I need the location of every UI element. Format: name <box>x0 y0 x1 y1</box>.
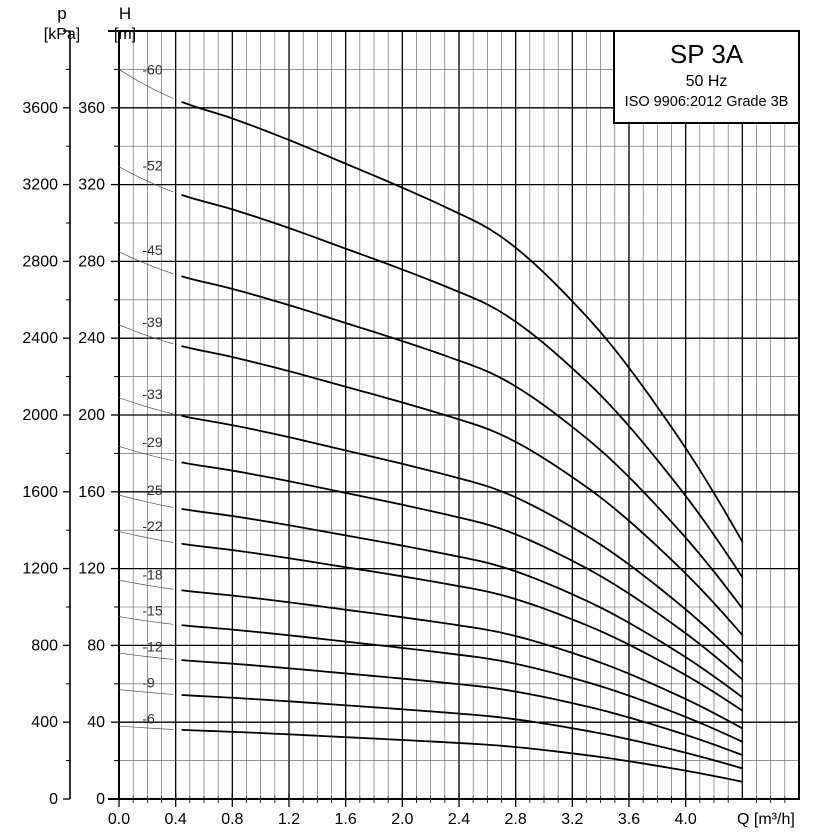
svg-text:0.4: 0.4 <box>165 811 187 828</box>
svg-text:-39: -39 <box>142 314 162 330</box>
svg-text:360: 360 <box>78 100 105 117</box>
svg-text:-33: -33 <box>142 386 162 402</box>
svg-text:120: 120 <box>78 561 105 578</box>
svg-text:50 Hz: 50 Hz <box>686 73 728 90</box>
svg-text:2000: 2000 <box>22 407 58 424</box>
svg-text:3200: 3200 <box>22 177 58 194</box>
svg-text:-22: -22 <box>142 518 162 534</box>
svg-text:160: 160 <box>78 484 105 501</box>
svg-text:800: 800 <box>31 637 58 654</box>
svg-text:p: p <box>57 4 66 23</box>
svg-text:[m]: [m] <box>114 26 136 43</box>
svg-text:400: 400 <box>31 714 58 731</box>
svg-text:-60: -60 <box>142 62 162 78</box>
svg-text:2.8: 2.8 <box>505 811 527 828</box>
svg-text:240: 240 <box>78 330 105 347</box>
svg-text:200: 200 <box>78 407 105 424</box>
svg-text:3600: 3600 <box>22 100 58 117</box>
svg-text:2.4: 2.4 <box>448 811 470 828</box>
svg-text:3.2: 3.2 <box>561 811 583 828</box>
svg-text:-29: -29 <box>142 434 162 450</box>
svg-text:1.6: 1.6 <box>335 811 357 828</box>
svg-text:80: 80 <box>87 637 105 654</box>
svg-text:40: 40 <box>87 714 105 731</box>
svg-text:2.0: 2.0 <box>391 811 413 828</box>
svg-text:-9: -9 <box>142 675 155 691</box>
svg-text:Q [m³/h]: Q [m³/h] <box>737 811 795 828</box>
svg-text:-25: -25 <box>142 482 162 498</box>
svg-text:-45: -45 <box>142 242 162 258</box>
svg-text:[kPa]: [kPa] <box>44 26 80 43</box>
svg-text:H: H <box>119 4 131 23</box>
svg-text:2400: 2400 <box>22 330 58 347</box>
svg-text:0: 0 <box>96 791 105 808</box>
svg-text:-15: -15 <box>142 602 162 618</box>
svg-text:0.0: 0.0 <box>108 811 130 828</box>
svg-text:-52: -52 <box>142 158 162 174</box>
svg-text:1600: 1600 <box>22 484 58 501</box>
svg-text:4.0: 4.0 <box>675 811 697 828</box>
svg-text:320: 320 <box>78 177 105 194</box>
svg-text:-6: -6 <box>142 711 155 727</box>
svg-text:0.8: 0.8 <box>221 811 243 828</box>
svg-text:1200: 1200 <box>22 561 58 578</box>
svg-text:3.6: 3.6 <box>618 811 640 828</box>
svg-text:0: 0 <box>49 791 58 808</box>
svg-text:2800: 2800 <box>22 253 58 270</box>
svg-text:280: 280 <box>78 253 105 270</box>
svg-text:ISO 9906:2012 Grade 3B: ISO 9906:2012 Grade 3B <box>625 94 789 110</box>
svg-text:1.2: 1.2 <box>278 811 300 828</box>
svg-text:-18: -18 <box>142 566 162 582</box>
svg-text:SP 3A: SP 3A <box>670 39 744 69</box>
svg-text:-12: -12 <box>142 638 162 654</box>
